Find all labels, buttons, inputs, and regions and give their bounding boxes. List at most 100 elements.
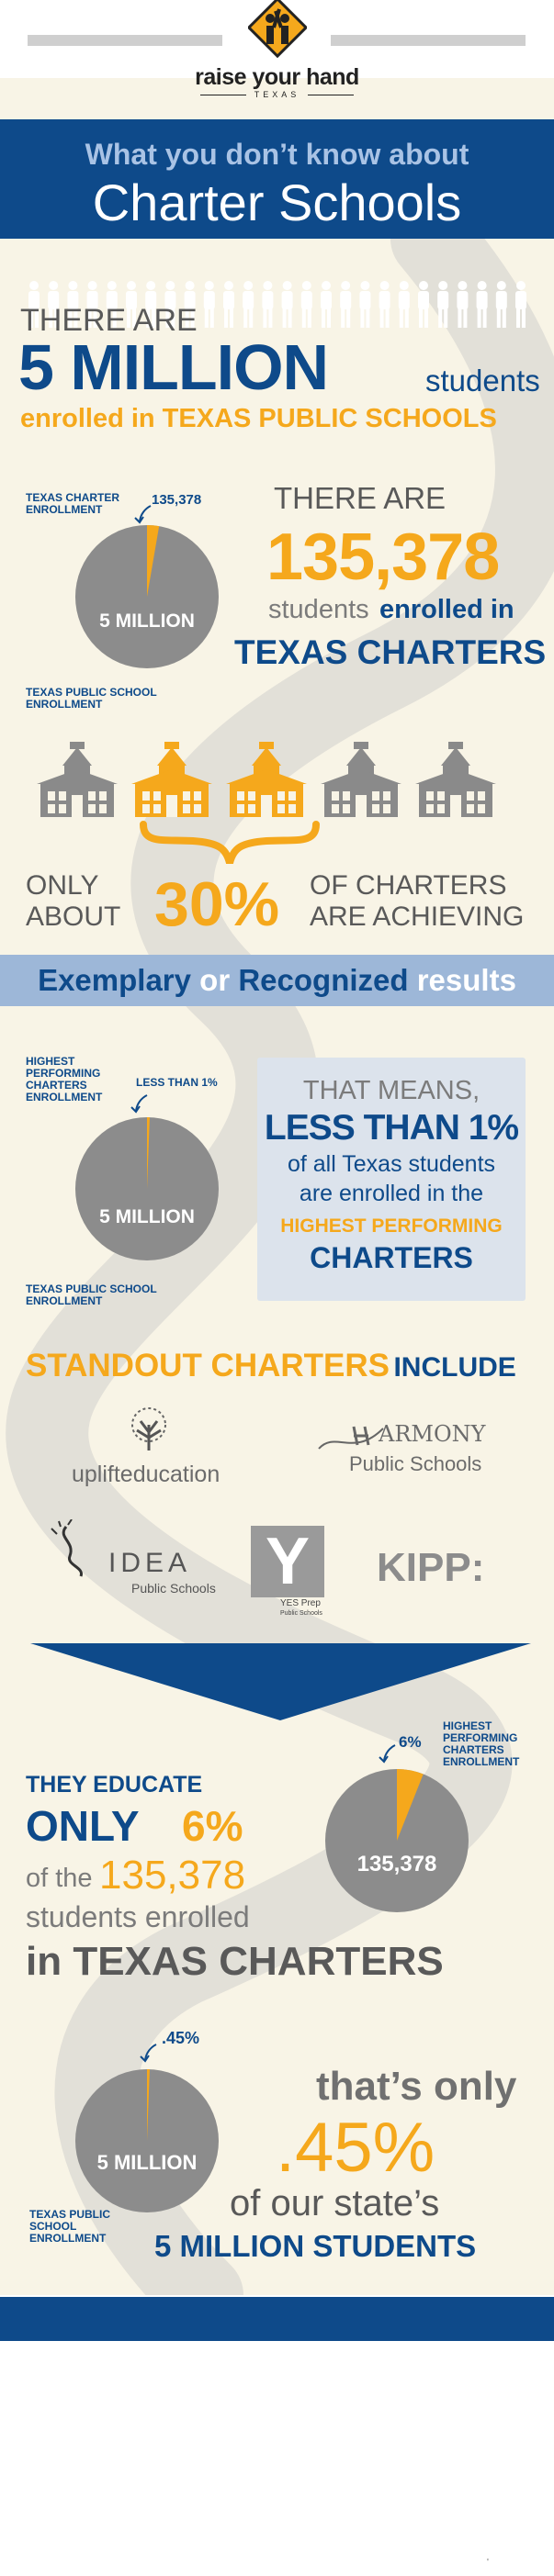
of-our-state-text: of our state’s	[230, 2183, 440, 2223]
of-the-text: of the	[26, 1864, 93, 1893]
results-ribbon: Exemplary or Recognized results	[0, 955, 554, 1006]
texas-charters-text: TEXAS CHARTERS	[234, 633, 547, 671]
pie-slice	[147, 525, 160, 597]
only-text: ONLY	[26, 870, 99, 901]
logo-bar-right	[331, 35, 526, 46]
person-icon	[418, 281, 429, 328]
person-icon	[223, 281, 234, 328]
pie3-label-top: HIGHEST PERFORMING CHARTERS ENROLLMENT	[443, 1719, 520, 1768]
title-band: What you don’t know about Charter School…	[0, 119, 554, 239]
person-icon	[203, 281, 215, 328]
person-icon	[145, 281, 157, 328]
pie4-arrow-icon	[140, 2044, 157, 2063]
person-icon	[379, 281, 390, 328]
schoolhouse-icon	[131, 742, 212, 817]
person-icon	[321, 281, 332, 328]
uplift-tree-icon	[131, 1407, 166, 1450]
ribbon-or: or	[199, 963, 231, 997]
person-icon	[281, 281, 293, 328]
thirty-percent-text: 30%	[154, 869, 280, 939]
schoolhouse-icon	[321, 742, 401, 817]
are-achieving-text: ARE ACHIEVING	[310, 902, 525, 932]
uplift-logo-text: uplifteducation	[72, 1462, 220, 1487]
card-line4: are enrolled in the	[299, 1181, 484, 1206]
person-icon	[262, 281, 274, 328]
pie2-arrow-icon	[130, 1094, 148, 1114]
logo-sub: TEXAS	[254, 90, 300, 99]
point-45-percent-text: .45%	[276, 2109, 435, 2187]
person-icon	[340, 281, 352, 328]
they-educate-text: THEY EDUCATE	[26, 1772, 203, 1798]
pie4-label-bottom: TEXAS PUBLIC SCHOOL ENROLLMENT	[29, 2208, 111, 2245]
pie1-value-label: 135,378	[152, 492, 202, 508]
pie2-chart	[75, 1117, 219, 1260]
person-icon	[184, 281, 196, 328]
pie1-label-bottom: TEXAS PUBLIC SCHOOL ENROLLMENT	[26, 686, 157, 711]
standout-orange: STANDOUT CHARTERS	[26, 1348, 390, 1383]
five-million-students-text: 5 MILLION STUDENTS	[154, 2229, 477, 2263]
person-icon	[476, 281, 488, 328]
logo-name: raise your hand	[195, 64, 359, 90]
person-icon	[437, 281, 449, 328]
students-text-2: students	[268, 595, 369, 624]
person-icon	[28, 281, 40, 328]
person-icon	[515, 281, 526, 328]
yes-prep-box	[251, 1526, 324, 1597]
card-line2: LESS THAN 1%	[264, 1108, 519, 1148]
five-million-text: 5 MILLION	[18, 331, 329, 403]
thats-only-text: that’s only	[316, 2064, 517, 2109]
card-line5: HIGHEST PERFORMING	[280, 1215, 503, 1237]
schoolhouse-icon	[415, 742, 496, 817]
pie1-chart	[75, 525, 219, 668]
pie1-center-label: 5 MILLION	[99, 610, 195, 632]
yes-prep-sub: Public Schools	[280, 1610, 322, 1617]
pie1-label-top: TEXAS CHARTER ENROLLMENT	[26, 491, 120, 516]
of-charters-text: OF CHARTERS	[310, 870, 507, 901]
pie-slice	[397, 1769, 424, 1841]
enrolled-in-text: enrolled in	[379, 595, 514, 624]
about-text: ABOUT	[26, 902, 121, 932]
enrolled-text: enrolled in TEXAS PUBLIC SCHOOLS	[20, 404, 497, 433]
pie-slice	[147, 1117, 150, 1189]
person-icon	[398, 281, 410, 328]
logo-bar-left	[28, 35, 222, 46]
person-icon	[67, 281, 79, 328]
divider-arrow	[30, 1643, 531, 1720]
six-percent-text: 6%	[182, 1802, 243, 1850]
footer-mark: '	[487, 2558, 489, 2568]
there-are-text-2: THERE ARE	[274, 481, 447, 515]
pie2-label-bottom: TEXAS PUBLIC SCHOOL ENROLLMENT	[26, 1282, 157, 1307]
pie1-arrow-icon	[134, 505, 152, 524]
idea-bulb-icon	[51, 1519, 83, 1577]
there-are-text: THERE ARE	[20, 303, 198, 338]
river-decoration	[6, 239, 554, 2295]
person-icon	[495, 281, 507, 328]
schoolhouse-icon	[226, 742, 307, 817]
ribbon-results: results	[416, 963, 516, 997]
kipp-logo-text: KIPP:	[377, 1545, 485, 1590]
pie2-label-top: HIGHEST PERFORMING CHARTERS ENROLLMENT	[26, 1055, 103, 1103]
person-icon	[86, 281, 98, 328]
person-icon	[243, 281, 254, 328]
that-means-card: THAT MEANS, LESS THAN 1% of all Texas st…	[257, 1058, 526, 1301]
schoolhouse-row	[37, 742, 496, 817]
ribbon-exemplary: Exemplary	[38, 963, 191, 997]
standout-title: STANDOUT CHARTERS INCLUDE	[26, 1348, 516, 1384]
students-text: students	[425, 364, 540, 398]
idea-sub-text: Public Schools	[131, 1581, 216, 1596]
idea-logo-text: IDEA	[108, 1548, 192, 1578]
yes-prep-letter: Y	[265, 1525, 311, 1598]
ribbon-recognized: Recognized	[238, 963, 409, 997]
charter-number: 135,378	[266, 521, 500, 594]
people-icon-row	[28, 281, 526, 328]
pie3-chart	[325, 1769, 469, 1912]
person-icon	[106, 281, 118, 328]
harmony-swoosh-icon	[318, 1426, 384, 1450]
pie-slice	[147, 2069, 150, 2141]
standout-navy: INCLUDE	[393, 1352, 516, 1383]
pie3-arrow-icon	[379, 1744, 396, 1764]
person-icon	[359, 281, 371, 328]
pie4-chart	[75, 2069, 219, 2212]
title-line2: Charter Schools	[92, 174, 462, 231]
only-text-2: ONLY	[26, 1802, 140, 1850]
